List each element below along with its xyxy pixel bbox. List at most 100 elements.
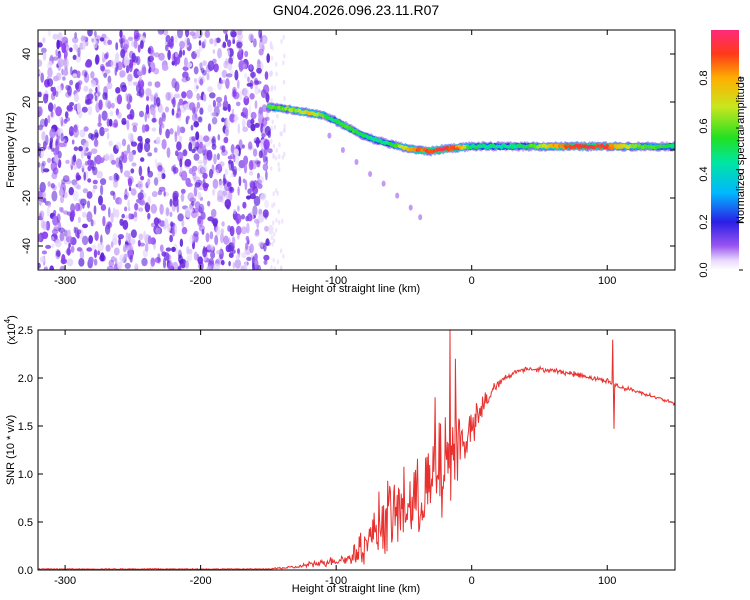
- noise-blob: [60, 196, 64, 204]
- noise-blob: [180, 170, 188, 181]
- noise-blob: [212, 217, 219, 227]
- noise-blob: [234, 259, 242, 269]
- noise-blob: [108, 118, 113, 127]
- noise-blob: [275, 217, 278, 223]
- noise-blob: [43, 197, 47, 204]
- noise-blob: [262, 152, 266, 164]
- noise-blob: [150, 203, 158, 214]
- noise-blob: [193, 66, 199, 75]
- noise-blob: [158, 104, 164, 113]
- noise-blob: [272, 220, 275, 226]
- noise-blob: [106, 265, 114, 270]
- noise-blob: [178, 49, 183, 58]
- noise-blob: [189, 31, 196, 36]
- noise-blob: [45, 244, 52, 249]
- noise-blob: [241, 144, 245, 149]
- noise-blob: [208, 258, 214, 265]
- snr-x-label: Height of straight line (km): [292, 583, 420, 595]
- noise-blob: [269, 70, 273, 77]
- noise-blob: [241, 88, 248, 96]
- colorbar-tick-label: 0.4: [698, 166, 710, 181]
- x-tick-label: 100: [598, 575, 616, 587]
- noise-blob: [83, 171, 86, 181]
- noise-blob: [177, 213, 184, 222]
- noise-blob: [93, 258, 98, 266]
- noise-blob: [144, 202, 151, 213]
- noise-blob: [111, 174, 115, 182]
- noise-blob: [178, 135, 183, 143]
- noise-blob: [209, 231, 214, 240]
- figure-title: GN04.2026.096.23.11.R07: [273, 2, 440, 18]
- noise-blob: [73, 146, 79, 151]
- noise-blob: [191, 136, 196, 142]
- noise-blob: [243, 87, 250, 99]
- noise-blob: [262, 84, 270, 95]
- noise-blob: [258, 241, 265, 248]
- noise-blob: [236, 41, 243, 49]
- noise-blob: [214, 235, 219, 246]
- secondary-branch-point: [354, 159, 359, 165]
- x-tick-label: -100: [325, 575, 347, 587]
- noise-blob: [45, 93, 49, 99]
- y-tick-label: 20: [21, 96, 33, 108]
- noise-blob: [102, 92, 107, 100]
- noise-blob: [199, 107, 204, 115]
- noise-blob: [63, 229, 68, 237]
- noise-blob: [102, 215, 106, 227]
- colorbar-tick-label: 0.6: [698, 118, 710, 133]
- noise-blob: [262, 36, 267, 45]
- noise-blob: [180, 188, 186, 194]
- noise-blob: [228, 190, 233, 202]
- noise-blob: [271, 45, 274, 51]
- noise-blob: [202, 247, 208, 258]
- noise-blob: [147, 235, 152, 245]
- noise-blob: [212, 99, 216, 108]
- noise-blob: [207, 104, 213, 113]
- noise-blob: [167, 223, 171, 232]
- noise-blob: [271, 203, 274, 209]
- noise-blob: [211, 116, 218, 125]
- noise-blob: [138, 165, 143, 177]
- noise-blob: [234, 69, 239, 81]
- noise-blob: [115, 142, 122, 150]
- noise-blob: [221, 187, 228, 196]
- noise-blob: [119, 30, 123, 38]
- noise-blob: [178, 40, 186, 49]
- noise-blob: [254, 231, 260, 237]
- noise-blob: [174, 34, 178, 44]
- noise-blob: [93, 249, 98, 259]
- noise-blob: [106, 132, 110, 140]
- noise-blob: [169, 211, 173, 218]
- noise-blob: [222, 41, 227, 48]
- noise-blob: [72, 54, 77, 61]
- noise-blob: [205, 232, 210, 243]
- noise-blob: [279, 248, 283, 254]
- noise-blob: [41, 160, 46, 167]
- noise-blob: [74, 202, 81, 212]
- noise-blob: [247, 213, 253, 222]
- noise-blob: [56, 39, 60, 50]
- noise-blob: [137, 192, 144, 200]
- noise-blob: [94, 95, 98, 102]
- noise-blob: [127, 36, 134, 41]
- noise-blob: [88, 132, 94, 139]
- noise-blob: [121, 117, 127, 125]
- noise-blob: [41, 131, 46, 141]
- noise-blob: [79, 129, 86, 138]
- noise-blob: [283, 127, 286, 133]
- noise-blob: [108, 175, 113, 181]
- noise-blob: [183, 103, 191, 110]
- noise-blob: [49, 128, 56, 139]
- noise-blob: [275, 155, 278, 161]
- noise-blob: [233, 209, 237, 215]
- noise-blob: [123, 170, 131, 178]
- noise-blob: [73, 164, 78, 170]
- noise-blob: [225, 78, 230, 89]
- noise-blob: [93, 205, 97, 215]
- noise-blob: [67, 229, 71, 238]
- noise-blob: [121, 151, 125, 160]
- noise-blob: [69, 79, 74, 86]
- noise-blob: [196, 85, 199, 90]
- noise-blob: [76, 174, 82, 181]
